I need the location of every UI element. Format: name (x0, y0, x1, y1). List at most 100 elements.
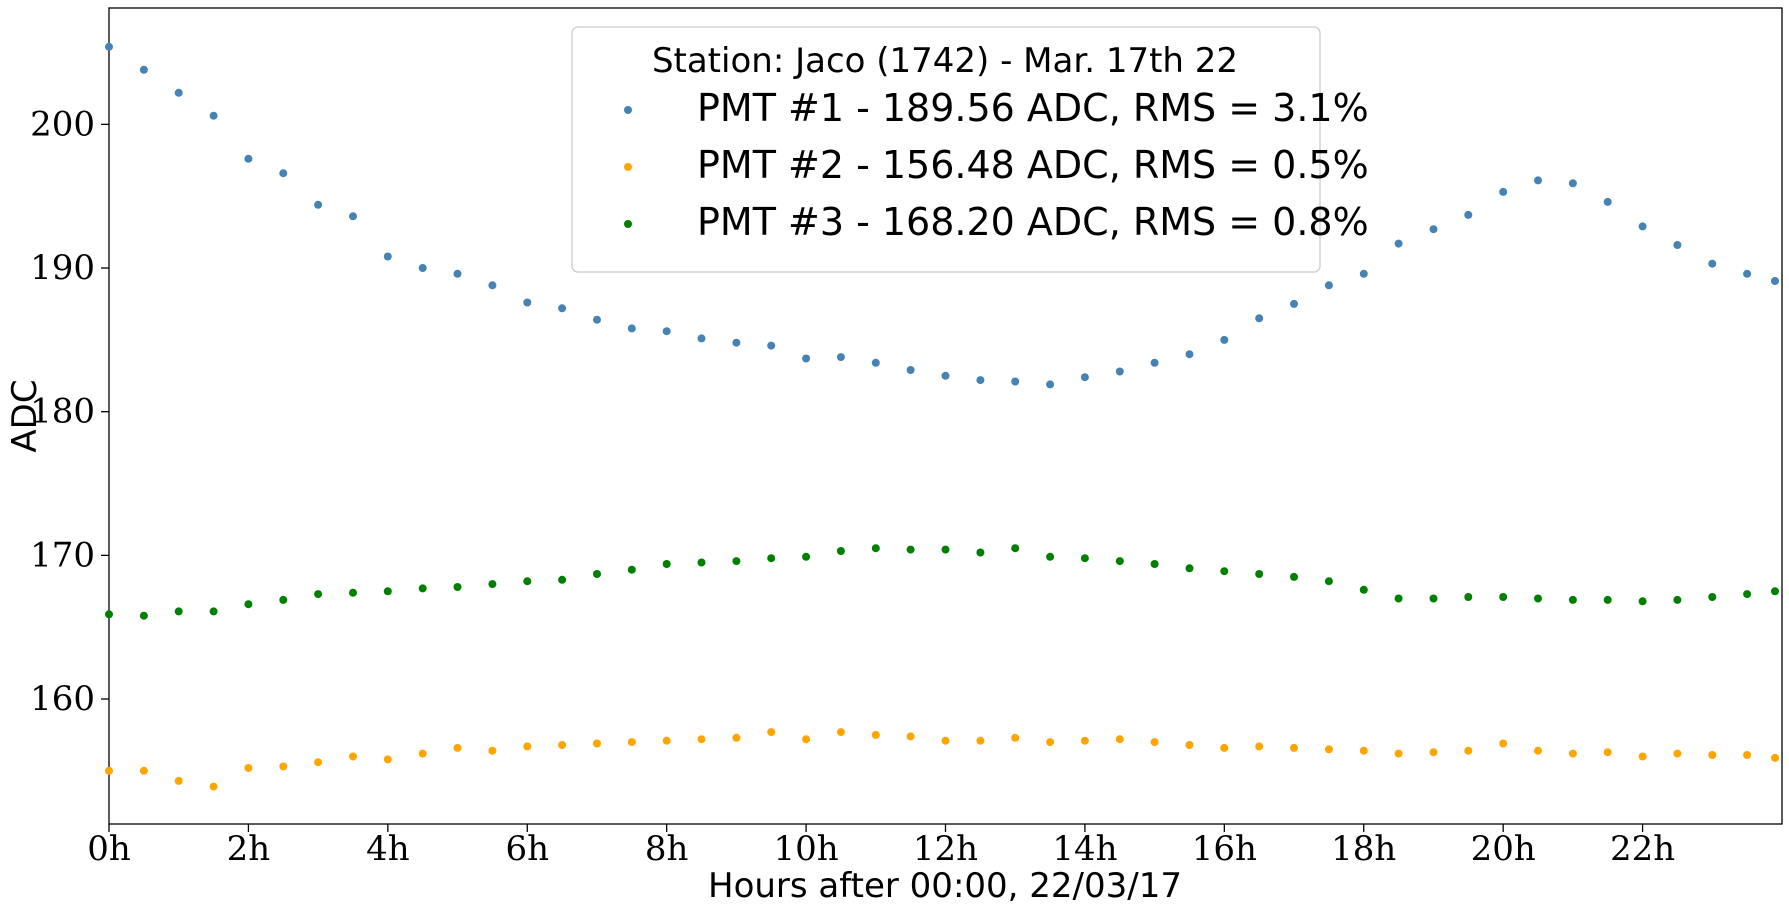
data-point (1568, 179, 1577, 188)
data-point (627, 565, 636, 574)
data-point (593, 315, 601, 324)
x-tick-label: 22h (1610, 829, 1675, 869)
data-point (1394, 749, 1403, 758)
legend-marker (624, 220, 632, 228)
data-point (1771, 277, 1779, 285)
data-point (1150, 560, 1159, 568)
data-point (105, 42, 113, 51)
data-point (209, 607, 218, 616)
data-point (1429, 748, 1438, 757)
y-tick-label: 190 (30, 248, 95, 288)
data-point (105, 766, 113, 775)
data-point (1290, 299, 1298, 308)
data-point (1673, 595, 1682, 604)
data-point (1115, 367, 1124, 376)
data-point (1394, 594, 1403, 603)
data-point (349, 752, 357, 761)
legend-item: PMT #1 - 189.56 ADC, RMS = 3.1% (624, 86, 1369, 130)
data-point (279, 762, 288, 771)
legend-box (571, 26, 1321, 273)
data-point (383, 587, 392, 596)
x-tick-label: 10h (773, 829, 838, 869)
data-point (1673, 749, 1682, 758)
data-point (593, 739, 601, 748)
data-point (836, 547, 845, 555)
data-point (279, 169, 288, 178)
data-point (1499, 593, 1508, 601)
legend: Station: Jaco (1742) - Mar. 17th 22 PMT … (571, 26, 1369, 273)
data-point (1394, 239, 1403, 248)
data-point (1185, 564, 1194, 573)
data-point (1708, 751, 1717, 759)
x-axis-ticks: 0h 2h 4h 6h 8h 10h 12h 14h 16h 18h 20h 22h (87, 824, 1675, 869)
data-point (871, 358, 880, 367)
y-axis-ticks: 160 170 180 190 200 (30, 104, 109, 719)
legend-label: PMT #3 - 168.20 ADC, RMS = 0.8% (697, 200, 1369, 244)
y-axis-label: ADC (5, 379, 45, 452)
data-point (732, 733, 741, 742)
data-point (1673, 241, 1682, 249)
data-point (1359, 585, 1368, 594)
data-point (1255, 570, 1264, 578)
data-point (802, 354, 811, 363)
data-point (1638, 752, 1647, 761)
data-point (488, 281, 497, 290)
data-point (976, 736, 985, 745)
y-tick-label: 170 (30, 535, 95, 575)
data-point (697, 334, 706, 343)
data-point (1743, 269, 1752, 278)
y-tick-label: 160 (30, 679, 95, 719)
data-point (662, 560, 671, 568)
data-point (1499, 739, 1508, 748)
data-point (1464, 593, 1473, 601)
data-point (732, 557, 741, 566)
data-point (418, 749, 427, 758)
legend-marker (624, 163, 632, 171)
data-point (802, 735, 811, 744)
data-point (314, 758, 323, 767)
data-point (1359, 746, 1368, 755)
data-point (1220, 335, 1229, 344)
data-point (1255, 742, 1264, 751)
data-point (1534, 594, 1542, 603)
data-point (767, 341, 776, 350)
data-point (523, 577, 532, 586)
data-point (1359, 269, 1368, 278)
data-point (314, 590, 323, 599)
data-point (1743, 590, 1752, 599)
x-tick-label: 18h (1331, 829, 1396, 869)
data-point (1185, 350, 1194, 359)
data-point (836, 728, 845, 737)
y-tick-label: 180 (30, 392, 95, 432)
series-pmt-1 (105, 42, 1779, 389)
data-point (418, 264, 427, 272)
data-point (767, 554, 776, 563)
data-point (139, 65, 148, 74)
data-point (627, 738, 636, 747)
legend-label: PMT #1 - 189.56 ADC, RMS = 3.1% (697, 86, 1369, 130)
data-point (1708, 593, 1717, 601)
data-point (1708, 259, 1717, 268)
data-point (1638, 222, 1647, 231)
legend-marker (624, 106, 632, 114)
data-point (139, 766, 148, 775)
data-point (488, 580, 497, 589)
data-point (1011, 377, 1020, 386)
x-tick-label: 14h (1052, 829, 1117, 869)
data-point (453, 583, 462, 591)
data-point (453, 743, 462, 752)
data-point (1150, 738, 1159, 747)
data-point (1464, 746, 1473, 755)
data-point (662, 736, 671, 745)
data-point (418, 584, 427, 593)
data-point (383, 252, 392, 261)
data-point (697, 735, 706, 744)
legend-title: Station: Jaco (1742) - Mar. 17th 22 (652, 41, 1238, 81)
data-point (558, 575, 567, 584)
data-point (1046, 380, 1055, 389)
data-point (1464, 210, 1473, 219)
x-tick-label: 16h (1192, 829, 1257, 869)
data-point (139, 611, 148, 620)
data-point (906, 366, 915, 374)
data-point (279, 595, 288, 604)
